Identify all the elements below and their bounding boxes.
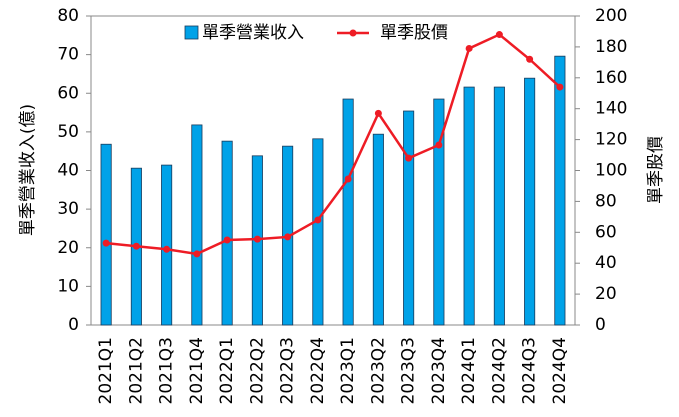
bar — [554, 55, 566, 326]
price-marker — [495, 31, 503, 39]
x-tick-label: 2023Q3 — [399, 337, 419, 404]
y-tick-label: 80 — [57, 6, 79, 26]
legend-swatch — [184, 25, 199, 40]
x-tick-label: 2022Q4 — [308, 337, 328, 404]
y-tick-label: 10 — [57, 276, 79, 296]
x-tick-label: 2024Q4 — [550, 337, 570, 404]
y-tick-label: 50 — [57, 122, 79, 142]
x-tick-label: 2024Q3 — [520, 337, 540, 404]
y-tick-label: 20 — [57, 238, 79, 258]
x-tick-label: 2022Q1 — [217, 337, 237, 404]
price-marker — [374, 109, 382, 117]
y2-tick-label: 140 — [595, 99, 627, 119]
x-tick-label: 2021Q1 — [96, 337, 116, 404]
bar — [161, 164, 173, 326]
y2-tick-label: 60 — [595, 222, 617, 242]
bar — [433, 98, 445, 326]
y2-tick-label: 200 — [595, 6, 627, 26]
y2-axis-title: 單季股價 — [646, 136, 666, 204]
legend-label: 單季營業收入 — [202, 23, 304, 43]
x-tick-label: 2023Q1 — [338, 337, 358, 404]
x-tick-label: 2024Q2 — [489, 337, 509, 404]
x-tick-label: 2021Q4 — [187, 337, 207, 404]
y-axis-title: 單季營業收入(億) — [18, 104, 38, 236]
bar — [493, 86, 505, 326]
x-tick-label: 2022Q3 — [278, 337, 298, 404]
bar — [191, 124, 203, 326]
y2-tick-label: 20 — [595, 284, 617, 304]
bar — [463, 86, 475, 326]
y-tick-label: 70 — [57, 45, 79, 65]
x-tick-label: 2021Q3 — [157, 337, 177, 404]
bar — [312, 138, 324, 326]
price-marker — [465, 44, 473, 52]
bar — [524, 77, 536, 326]
y-tick-label: 0 — [68, 315, 79, 335]
x-tick-label: 2023Q4 — [429, 337, 449, 404]
price-marker — [132, 242, 140, 250]
y-tick-label: 40 — [57, 161, 79, 181]
bar — [372, 133, 384, 326]
price-marker — [435, 141, 443, 149]
y2-tick-label: 120 — [595, 130, 627, 150]
y2-tick-label: 160 — [595, 68, 627, 88]
y2-tick-label: 0 — [595, 315, 606, 335]
price-marker — [163, 245, 171, 253]
x-tick-label: 2024Q1 — [459, 337, 479, 404]
legend-swatch — [349, 29, 357, 37]
bar — [221, 140, 233, 326]
y2-tick-label: 180 — [595, 37, 627, 57]
legend-label: 單季股價 — [380, 23, 448, 43]
bar — [100, 143, 112, 326]
y-tick-label: 30 — [57, 199, 79, 219]
price-marker — [193, 250, 201, 258]
x-tick-label: 2021Q2 — [126, 337, 146, 404]
y-tick-label: 60 — [57, 83, 79, 103]
price-marker — [284, 233, 292, 241]
x-tick-label: 2022Q2 — [247, 337, 267, 404]
price-marker — [253, 235, 261, 243]
price-marker — [556, 83, 564, 91]
y2-tick-label: 80 — [595, 191, 617, 211]
bar — [403, 110, 415, 326]
price-marker — [344, 175, 352, 183]
y2-tick-label: 40 — [595, 253, 617, 273]
price-marker — [526, 55, 534, 63]
bar — [342, 98, 354, 326]
price-marker — [223, 236, 231, 244]
price-marker — [405, 154, 413, 162]
price-marker — [102, 239, 110, 247]
price-marker — [314, 216, 322, 224]
y2-tick-label: 100 — [595, 161, 627, 181]
price-line — [105, 33, 561, 256]
x-tick-label: 2023Q2 — [368, 337, 388, 404]
